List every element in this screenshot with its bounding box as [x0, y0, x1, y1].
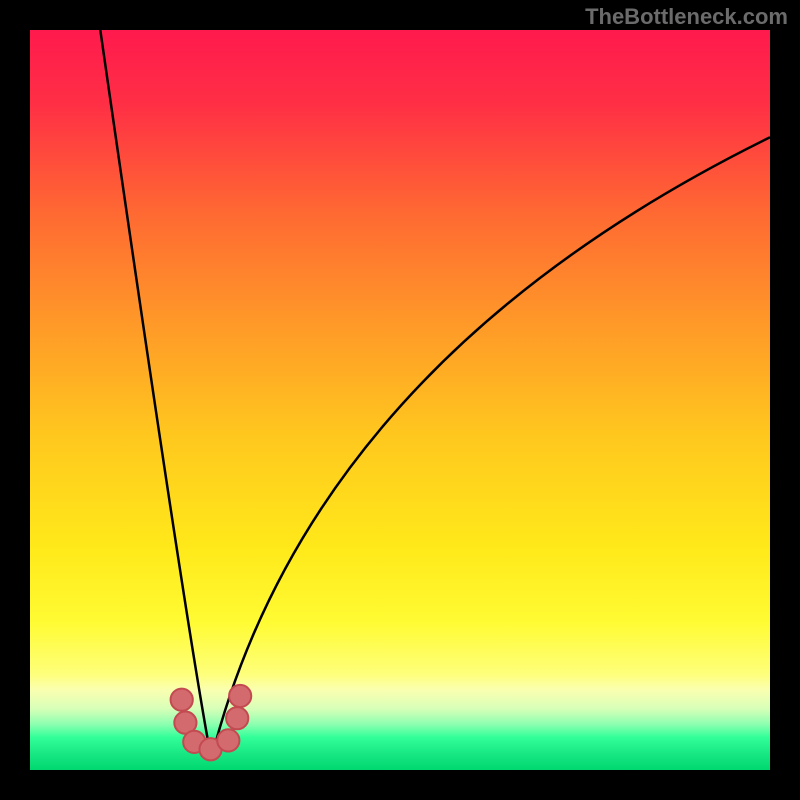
curve-marker — [171, 689, 193, 711]
v-curve-overlay — [30, 30, 770, 770]
curve-marker — [226, 707, 248, 729]
v-curve-path — [100, 30, 770, 759]
watermark-text: TheBottleneck.com — [585, 4, 788, 30]
plot-area — [30, 30, 770, 770]
curve-marker — [229, 685, 251, 707]
chart-container: TheBottleneck.com — [0, 0, 800, 800]
curve-bottom-markers — [171, 685, 252, 760]
curve-marker — [217, 729, 239, 751]
